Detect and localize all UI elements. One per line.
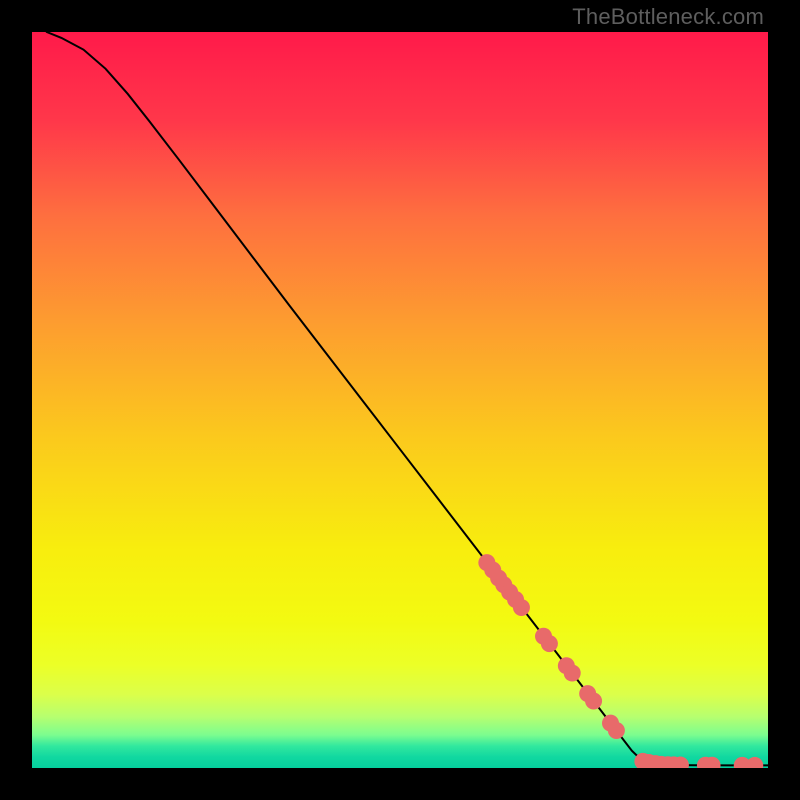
watermark-text: TheBottleneck.com <box>572 4 764 30</box>
chart-svg <box>32 32 768 768</box>
data-point <box>608 722 625 739</box>
plot-area <box>32 32 768 768</box>
data-point <box>585 693 602 710</box>
data-point <box>513 599 530 616</box>
gradient-background <box>32 32 768 768</box>
data-point <box>564 665 581 682</box>
data-point <box>541 635 558 652</box>
